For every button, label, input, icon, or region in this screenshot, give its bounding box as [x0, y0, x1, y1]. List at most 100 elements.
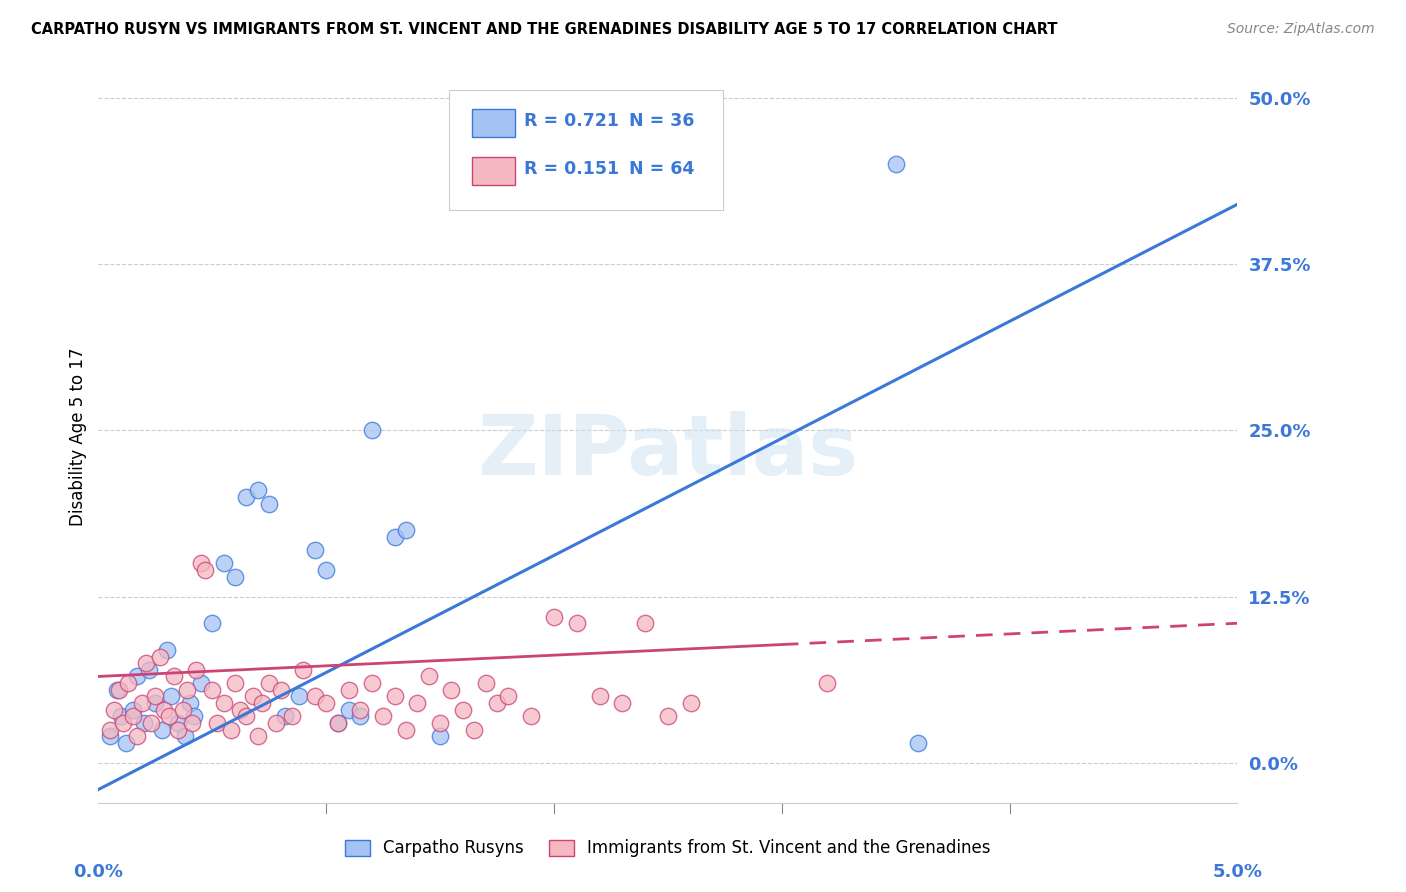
Point	[440, 682, 463, 697]
Point	[520, 709, 543, 723]
Point	[201, 682, 224, 697]
Point	[235, 490, 257, 504]
Point	[612, 696, 634, 710]
Point	[395, 723, 418, 737]
Point	[228, 703, 250, 717]
Text: R = 0.721: R = 0.721	[524, 112, 620, 130]
Point	[907, 736, 929, 750]
Point	[103, 703, 125, 717]
Point	[315, 563, 337, 577]
Bar	[472, 110, 515, 137]
Point	[463, 723, 485, 737]
Point	[114, 736, 136, 750]
Point	[212, 557, 235, 571]
Point	[183, 709, 205, 723]
Point	[138, 663, 160, 677]
Point	[179, 696, 201, 710]
Point	[474, 676, 496, 690]
Point	[371, 709, 394, 723]
Point	[219, 723, 242, 737]
Point	[288, 690, 311, 704]
Point	[360, 424, 382, 438]
Point	[108, 682, 131, 697]
Legend: Carpatho Rusyns, Immigrants from St. Vincent and the Grenadines: Carpatho Rusyns, Immigrants from St. Vin…	[339, 832, 997, 864]
Point	[132, 716, 155, 731]
Point	[486, 696, 509, 710]
Point	[406, 696, 429, 710]
Point	[270, 682, 292, 697]
Point	[337, 682, 360, 697]
Text: 5.0%: 5.0%	[1212, 863, 1263, 880]
Point	[127, 669, 149, 683]
Point	[176, 682, 198, 697]
Point	[815, 676, 838, 690]
Point	[145, 696, 167, 710]
Point	[98, 723, 121, 737]
Point	[224, 676, 246, 690]
Point	[498, 690, 520, 704]
Text: CARPATHO RUSYN VS IMMIGRANTS FROM ST. VINCENT AND THE GRENADINES DISABILITY AGE : CARPATHO RUSYN VS IMMIGRANTS FROM ST. VI…	[31, 22, 1057, 37]
Point	[121, 703, 143, 717]
Point	[326, 716, 349, 731]
Point	[634, 616, 657, 631]
Point	[429, 729, 451, 743]
Point	[259, 676, 281, 690]
Point	[259, 497, 281, 511]
Point	[201, 616, 224, 631]
Point	[145, 690, 167, 704]
Point	[212, 696, 235, 710]
Point	[172, 703, 194, 717]
Point	[186, 663, 208, 677]
Point	[657, 709, 679, 723]
Point	[451, 703, 474, 717]
Point	[315, 696, 337, 710]
Point	[588, 690, 610, 704]
Point	[224, 570, 246, 584]
Point	[384, 530, 406, 544]
Point	[167, 716, 190, 731]
Point	[190, 676, 212, 690]
Point	[112, 716, 135, 731]
Point	[360, 676, 382, 690]
Text: Source: ZipAtlas.com: Source: ZipAtlas.com	[1227, 22, 1375, 37]
Point	[304, 543, 326, 558]
Point	[242, 690, 264, 704]
Text: N = 64: N = 64	[628, 160, 695, 178]
Point	[174, 729, 197, 743]
Point	[384, 690, 406, 704]
Point	[167, 723, 190, 737]
Point	[98, 729, 121, 743]
Point	[679, 696, 702, 710]
Point	[127, 729, 149, 743]
Point	[190, 557, 212, 571]
Point	[156, 643, 179, 657]
Point	[326, 716, 349, 731]
Point	[264, 716, 287, 731]
Point	[135, 656, 157, 670]
Point	[349, 703, 371, 717]
Text: ZIPatlas: ZIPatlas	[478, 411, 858, 492]
Point	[281, 709, 304, 723]
Point	[162, 669, 184, 683]
Point	[429, 716, 451, 731]
Point	[180, 716, 202, 731]
Text: N = 36: N = 36	[628, 112, 695, 130]
Point	[121, 709, 143, 723]
Point	[235, 709, 257, 723]
Point	[349, 709, 371, 723]
Point	[150, 723, 173, 737]
Point	[194, 563, 217, 577]
Point	[252, 696, 274, 710]
Y-axis label: Disability Age 5 to 17: Disability Age 5 to 17	[69, 348, 87, 526]
Point	[292, 663, 315, 677]
Point	[139, 716, 162, 731]
Point	[110, 709, 132, 723]
Point	[157, 709, 180, 723]
Point	[418, 669, 440, 683]
Point	[543, 609, 565, 624]
Point	[246, 483, 269, 498]
FancyBboxPatch shape	[449, 90, 723, 211]
Bar	[472, 157, 515, 185]
Point	[337, 703, 360, 717]
Point	[565, 616, 588, 631]
